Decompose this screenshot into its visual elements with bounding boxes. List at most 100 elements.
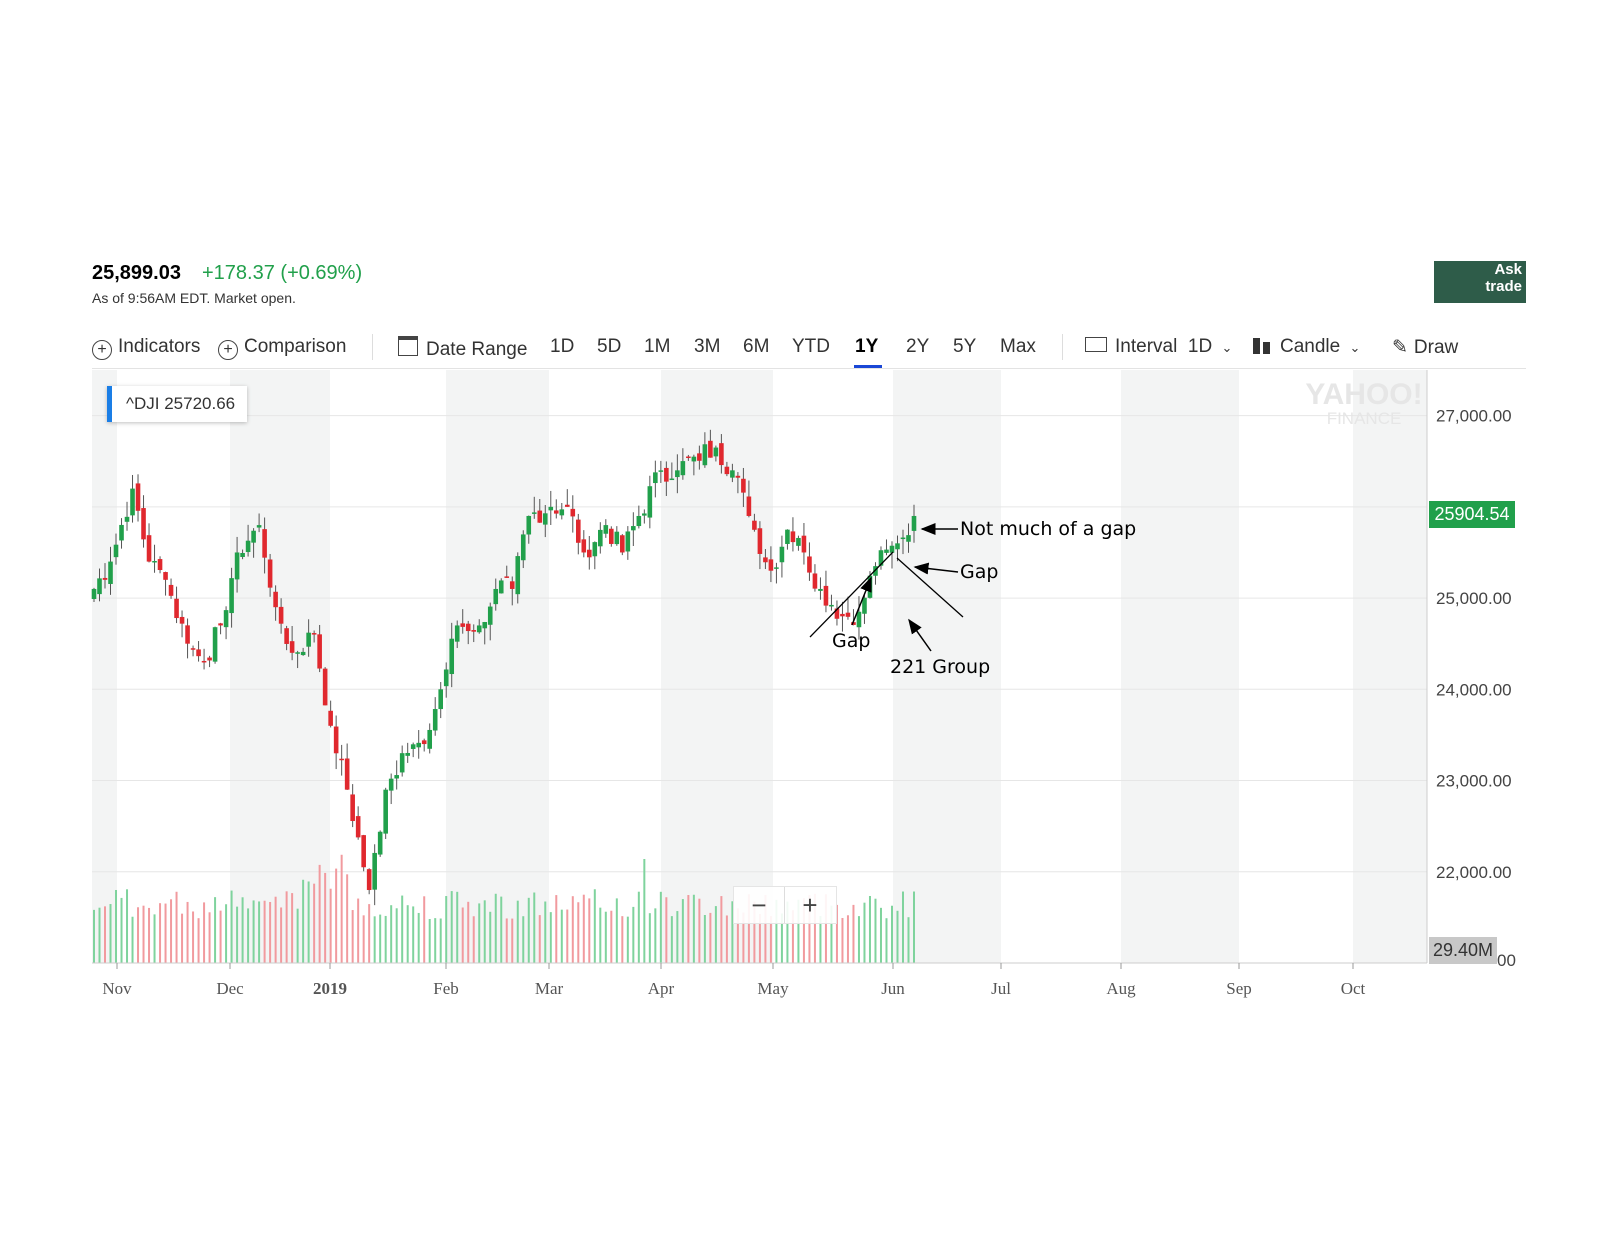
month-band: [92, 370, 117, 963]
annotation-gap-right: Gap: [960, 561, 998, 583]
ask-trade-banner[interactable]: Ask trade: [1434, 261, 1526, 303]
x-tick-label: Nov: [102, 979, 132, 998]
interval-dropdown[interactable]: Interval 1D ⌄: [1085, 336, 1232, 358]
candle-body: [575, 519, 581, 543]
candle-body: [697, 453, 702, 461]
volume-bar: [368, 904, 371, 963]
candle-body: [520, 534, 526, 561]
volume-bar: [489, 911, 492, 963]
volume-bar: [753, 901, 756, 963]
candle-body: [498, 580, 504, 594]
volume-badge: 29.40M: [1429, 937, 1497, 964]
volume-bar: [291, 893, 294, 963]
calendar-icon: [398, 336, 418, 356]
trendline-left: [809, 551, 894, 638]
date-range-button[interactable]: Date Range: [398, 336, 527, 361]
candle-body: [212, 627, 218, 662]
range-2y[interactable]: 2Y: [906, 336, 930, 357]
chevron-down-icon: ⌄: [1349, 340, 1361, 355]
candle-body: [587, 549, 592, 558]
range-max[interactable]: Max: [1000, 336, 1036, 357]
candle-body: [168, 584, 174, 596]
candle-body: [658, 470, 664, 472]
x-tick-label: 2019: [313, 979, 347, 998]
volume-bar: [494, 893, 497, 963]
volume-bar: [214, 897, 217, 963]
volume-bar: [131, 916, 134, 963]
candle-body: [388, 778, 394, 791]
volume-bar: [412, 906, 415, 963]
volume-bar: [390, 905, 393, 963]
range-6m[interactable]: 6M: [743, 336, 770, 357]
candle-body: [779, 546, 785, 563]
candle-body: [553, 510, 559, 514]
volume-bar: [852, 904, 855, 963]
volume-bar: [703, 914, 706, 963]
arrow-gap-right: [913, 562, 959, 575]
symbol-legend[interactable]: ^DJI 25720.66: [107, 386, 248, 422]
range-ytd[interactable]: YTD: [792, 336, 830, 357]
candle-body: [669, 478, 675, 481]
volume-bar: [665, 897, 668, 963]
candle-body: [339, 758, 344, 761]
candle-body: [174, 598, 179, 619]
candle-body: [526, 515, 532, 535]
candle-body: [201, 660, 207, 663]
candle-body: [350, 794, 355, 822]
candle-body: [108, 561, 113, 584]
range-1m[interactable]: 1M: [644, 336, 671, 357]
volume-bar: [285, 891, 288, 963]
range-3m[interactable]: 3M: [694, 336, 721, 357]
range-1d[interactable]: 1D: [550, 336, 575, 357]
candle-body: [675, 470, 680, 478]
volume-bar: [324, 872, 327, 963]
volume-bar: [813, 893, 816, 963]
x-tick-label: Feb: [433, 979, 459, 998]
comparison-button[interactable]: + Comparison: [218, 336, 346, 360]
volume-bar: [588, 898, 591, 963]
volume-bar: [472, 916, 475, 963]
volume-bar: [692, 894, 695, 963]
candle-body: [97, 578, 102, 595]
volume-bar: [560, 909, 563, 963]
volume-bar: [615, 898, 618, 963]
interval-label: Interval: [1115, 336, 1178, 357]
annotation-221-group: 221 Group: [890, 656, 990, 678]
chart-type-dropdown[interactable]: Candle ⌄: [1253, 336, 1360, 358]
candle-body: [807, 556, 812, 573]
candle-body: [856, 611, 862, 628]
volume-bar: [483, 900, 486, 963]
candle-body: [284, 628, 289, 644]
volume-bar: [736, 908, 739, 963]
range-5d[interactable]: 5D: [597, 336, 622, 357]
candle-body: [895, 543, 900, 550]
y-tick-label: 27,000.00: [1436, 407, 1512, 426]
candle-body: [432, 709, 438, 731]
volume-bar: [236, 906, 239, 963]
candle-body: [829, 604, 834, 607]
candle-body: [493, 588, 499, 605]
candle-body: [785, 529, 790, 544]
ruler-icon: [1085, 337, 1107, 352]
range-1y[interactable]: 1Y: [855, 336, 879, 357]
volume-bar: [522, 916, 525, 963]
candle-body: [504, 576, 510, 578]
volume-bar: [643, 859, 646, 963]
volume-bar: [439, 918, 442, 963]
candle-body: [262, 529, 267, 558]
indicators-button[interactable]: + Indicators: [92, 336, 200, 360]
volume-bar: [417, 912, 420, 963]
volume-bar: [511, 918, 514, 963]
volume-bar: [225, 904, 228, 963]
candle-body: [273, 591, 278, 608]
candle-body: [163, 572, 168, 580]
candle-body: [542, 513, 548, 525]
zoom-out-button[interactable]: −: [751, 890, 767, 920]
candle-body: [581, 539, 587, 553]
indicators-label: Indicators: [118, 336, 201, 357]
draw-button[interactable]: ✎ Draw: [1392, 336, 1458, 359]
zoom-in-button[interactable]: +: [784, 887, 835, 923]
range-5y[interactable]: 5Y: [953, 336, 977, 357]
volume-bar: [681, 899, 684, 963]
